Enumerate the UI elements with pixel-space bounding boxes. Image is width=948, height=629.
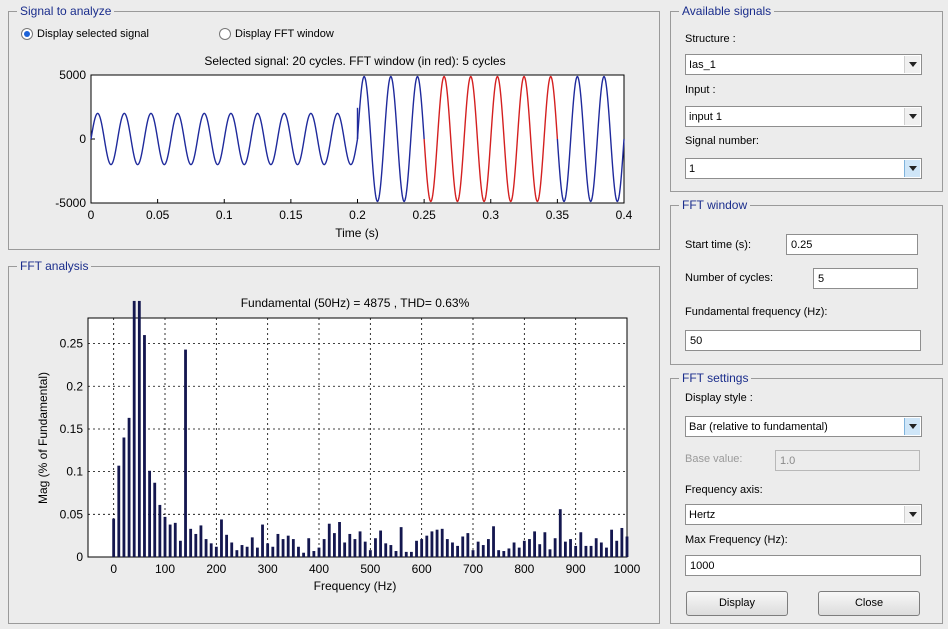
structure-label: Structure : bbox=[685, 33, 736, 45]
number-of-cycles-input[interactable] bbox=[813, 268, 918, 289]
max-frequency-label: Max Frequency (Hz): bbox=[685, 534, 788, 546]
radio-display-fft-window-label[interactable]: Display FFT window bbox=[235, 28, 334, 40]
chevron-down-icon[interactable] bbox=[904, 108, 920, 125]
frequency-axis-select[interactable]: Hertz bbox=[685, 504, 922, 525]
signal-number-select-value: 1 bbox=[689, 163, 696, 175]
start-time-input[interactable] bbox=[786, 234, 918, 255]
fft-window-panel: FFT window Start time (s): Number of cyc… bbox=[670, 198, 943, 365]
input-label: Input : bbox=[685, 84, 716, 96]
fft-settings-title: FFT settings bbox=[679, 371, 752, 385]
display-style-select-value: Bar (relative to fundamental) bbox=[689, 421, 828, 433]
chevron-down-icon[interactable] bbox=[904, 506, 920, 523]
display-button[interactable]: Display bbox=[686, 591, 788, 616]
signal-number-select[interactable]: 1 bbox=[685, 158, 922, 179]
fft-settings-panel: FFT settings Display style : Bar (relati… bbox=[670, 371, 943, 624]
frequency-axis-label: Frequency axis: bbox=[685, 484, 763, 496]
chevron-down-icon[interactable] bbox=[904, 56, 920, 73]
radio-display-selected-signal-label[interactable]: Display selected signal bbox=[37, 28, 149, 40]
display-style-label: Display style : bbox=[685, 392, 753, 404]
fft-window-title: FFT window bbox=[679, 198, 751, 212]
signal-number-label: Signal number: bbox=[685, 135, 759, 147]
fft-analysis-panel-title: FFT analysis bbox=[17, 259, 92, 273]
available-signals-title: Available signals bbox=[679, 4, 775, 18]
close-button[interactable]: Close bbox=[818, 591, 920, 616]
chevron-down-icon[interactable] bbox=[904, 160, 920, 177]
fundamental-frequency-label: Fundamental frequency (Hz): bbox=[685, 306, 828, 318]
chevron-down-icon[interactable] bbox=[904, 418, 920, 435]
base-value-input bbox=[775, 450, 920, 471]
number-of-cycles-label: Number of cycles: bbox=[685, 272, 774, 284]
start-time-label: Start time (s): bbox=[685, 239, 752, 251]
max-frequency-input[interactable] bbox=[685, 555, 921, 576]
base-value-label: Base value: bbox=[685, 453, 743, 465]
signal-panel-title: Signal to analyze bbox=[17, 4, 115, 18]
structure-select-value: Ias_1 bbox=[689, 59, 716, 71]
signal-panel: Signal to analyze Display selected signa… bbox=[8, 4, 660, 250]
fft-analysis-panel: FFT analysis bbox=[8, 259, 660, 624]
radio-display-fft-window[interactable] bbox=[219, 28, 231, 40]
frequency-axis-select-value: Hertz bbox=[689, 509, 716, 521]
display-style-select[interactable]: Bar (relative to fundamental) bbox=[685, 416, 922, 437]
input-select[interactable]: input 1 bbox=[685, 106, 922, 127]
input-select-value: input 1 bbox=[689, 111, 723, 123]
available-signals-panel: Available signals Structure : Ias_1 Inpu… bbox=[670, 4, 943, 192]
radio-display-selected-signal[interactable] bbox=[21, 28, 33, 40]
structure-select[interactable]: Ias_1 bbox=[685, 54, 922, 75]
fundamental-frequency-input[interactable] bbox=[685, 330, 921, 351]
